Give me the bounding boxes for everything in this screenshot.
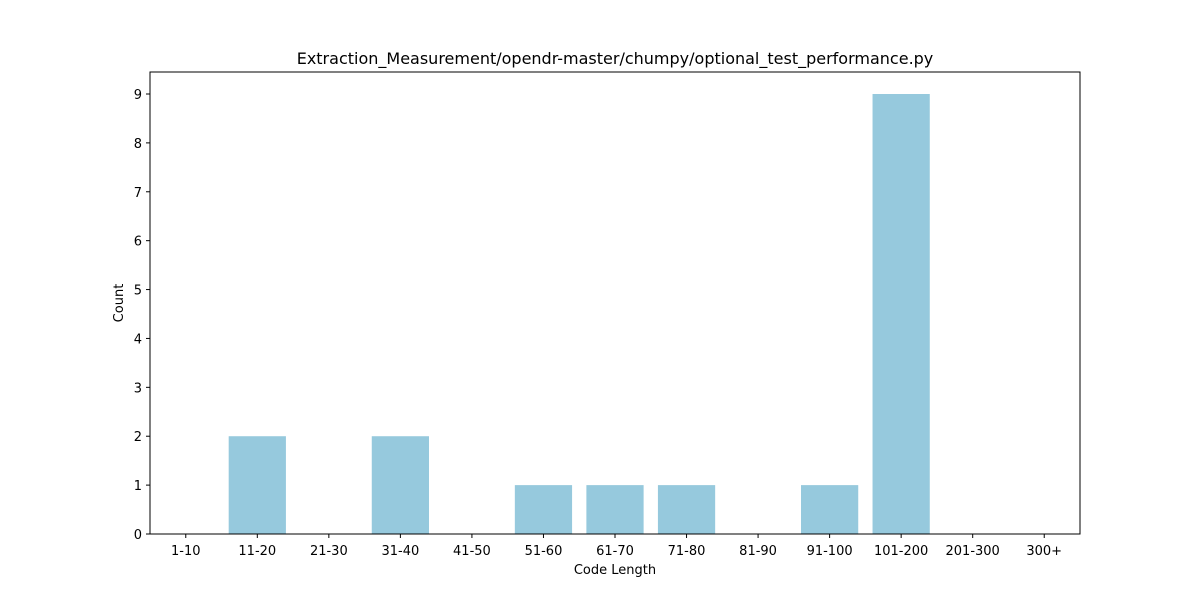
y-tick-label: 1 [134,479,142,494]
bar-71-80 [657,485,716,534]
y-tick-label: 0 [134,528,142,543]
x-tick-label: 91-100 [807,544,853,559]
bar-91-100 [801,485,859,534]
x-tick-label: 41-50 [453,544,491,559]
x-tick-label: 51-60 [525,544,563,559]
x-axis-title: Code Length [574,563,656,578]
bar-31-40 [371,436,429,534]
y-tick-label: 5 [134,284,142,299]
y-tick-label: 2 [134,430,142,445]
bar-61-70 [586,485,644,534]
y-tick-label: 8 [134,137,142,152]
bars-group [228,94,930,534]
x-tick-label: 101-200 [874,544,928,559]
y-tick-label: 4 [134,332,142,347]
x-tick-label: 11-20 [238,544,276,559]
plot-frame [149,71,1081,535]
x-tick-label: 201-300 [946,544,1000,559]
chart-title: Extraction_Measurement/opendr-master/chu… [297,49,934,69]
x-axis: 1-10 11-20 21-30 31-40 41-50 51-60 61-70 71-80 8… [171,534,1062,559]
bar-11-20 [228,436,286,534]
bar-51-60 [514,485,573,534]
x-tick-label: 81-90 [739,544,777,559]
bar-101-200 [872,94,930,534]
x-tick-label: 1-10 [171,544,201,559]
y-tick-label: 6 [134,235,142,250]
y-axis-title: Count [112,284,127,323]
y-axis: 0 1 2 3 4 5 6 7 8 9 [134,88,150,543]
x-tick-label: 71-80 [668,544,706,559]
y-tick-label: 7 [134,186,142,201]
x-tick-label: 61-70 [596,544,634,559]
y-tick-label: 9 [134,88,142,103]
x-tick-label: 31-40 [381,544,419,559]
x-tick-label: 21-30 [310,544,348,559]
x-tick-label: 300+ [1026,544,1062,559]
y-tick-label: 3 [134,381,142,396]
